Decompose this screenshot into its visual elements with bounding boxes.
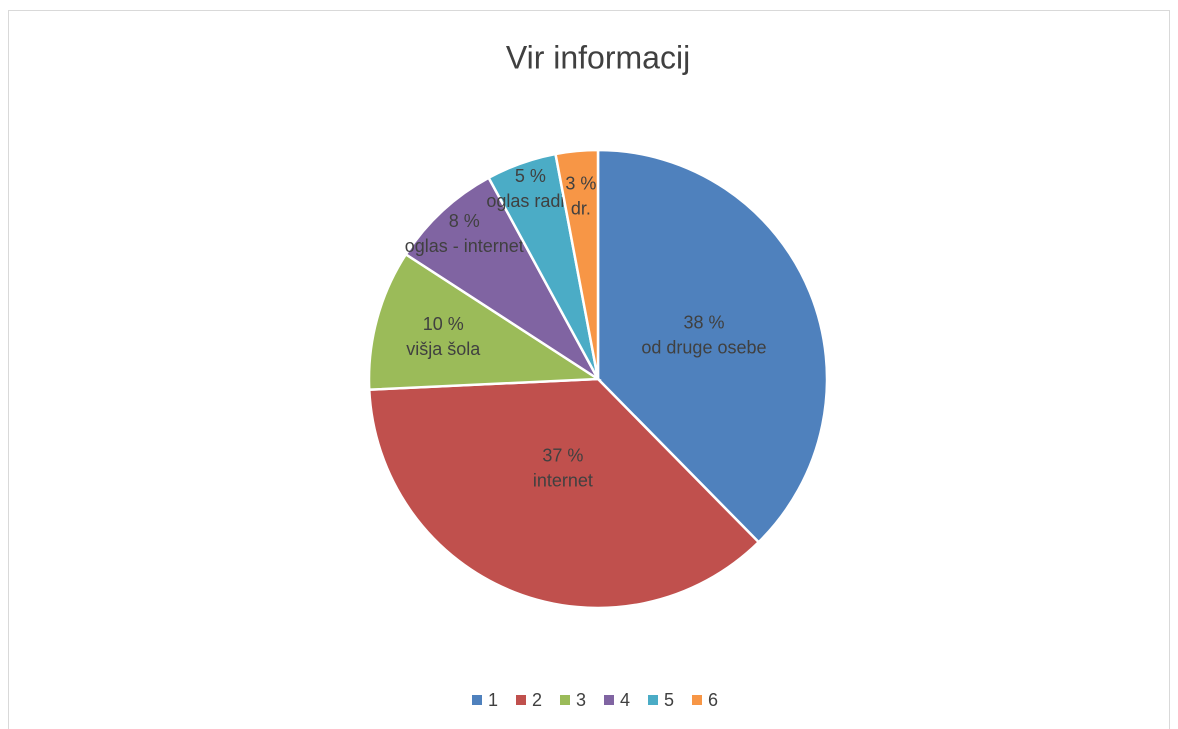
data-label-value: 37 % [542,445,583,465]
data-label-value: 38 % [683,312,724,332]
data-label-value: 10 % [423,314,464,334]
legend-swatch [692,695,702,705]
legend-swatch [604,695,614,705]
legend-label: 3 [576,690,586,710]
data-label-value: 8 % [449,211,480,231]
data-label-name: višja šola [406,339,481,359]
data-label-name: internet [533,470,593,490]
data-label-value: 5 % [515,166,546,186]
pie-slice [367,252,602,391]
legend-label: 5 [664,690,674,710]
legend-label: 6 [708,690,718,710]
pie-slice [554,148,600,380]
legend-swatch [560,695,570,705]
data-label-name: od druge osebe [641,337,766,357]
legend-label: 1 [488,690,498,710]
legend-swatch [516,695,526,705]
legend-label: 4 [620,690,630,710]
chart-border [8,10,1170,729]
chart-title: Vir informacij [506,39,690,75]
data-label-name: dr. [571,198,591,218]
legend-swatch [472,695,482,705]
data-label-value: 3 % [565,173,596,193]
pie-slice [404,176,600,381]
legend-swatch [648,695,658,705]
pie-slice [367,377,761,610]
legend-label: 2 [532,690,542,710]
pie-slice [596,148,829,544]
data-label-name: oglas - internet [405,236,524,256]
data-label-name: oglas radio [486,191,574,211]
